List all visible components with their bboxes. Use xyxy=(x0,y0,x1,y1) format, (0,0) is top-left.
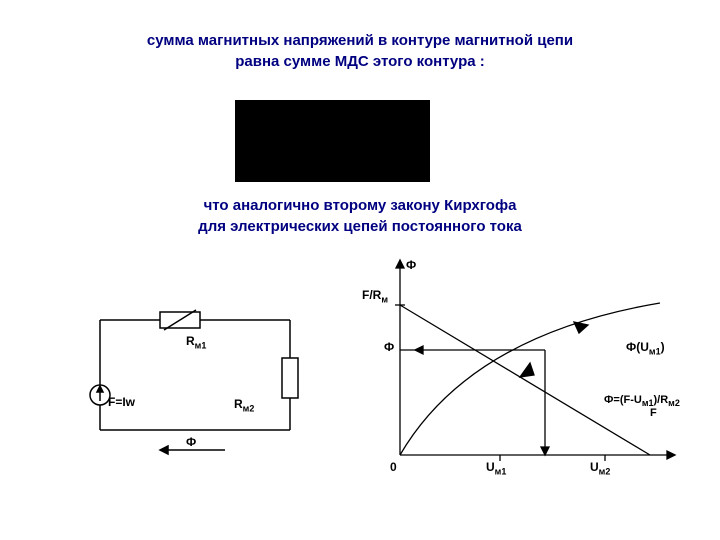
chart-phi-curve: Ф(Uм1) xyxy=(626,340,665,356)
analogy-line-1: что аналогично второму закону Кирхгофа xyxy=(0,195,720,216)
analogy-block: что аналогично второму закону Кирхгофа д… xyxy=(0,195,720,237)
chart-formula: Ф=(F-Uм1)/Rм2 xyxy=(604,394,680,408)
equation-blackbox xyxy=(235,100,430,182)
chart-diagram xyxy=(350,255,700,505)
chart-um1: Uм1 xyxy=(486,460,506,476)
title-line-1: сумма магнитных напряжений в контуре маг… xyxy=(0,30,720,51)
analogy-line-2: для электрических цепей постоянного тока xyxy=(0,216,720,237)
chart-origin: 0 xyxy=(390,460,397,474)
title-block: сумма магнитных напряжений в контуре маг… xyxy=(0,30,720,72)
chart-y-top: Ф xyxy=(406,258,416,272)
chart-um2: Uм2 xyxy=(590,460,610,476)
circuit-rm1-label: Rм1 xyxy=(186,334,206,350)
title-line-2: равна сумме МДС этого контура : xyxy=(0,51,720,72)
chart-formula-f: F xyxy=(650,407,657,419)
circuit-flux-label: Ф xyxy=(186,435,196,449)
circuit-source-label: F=Iw xyxy=(108,395,135,409)
circuit-rm2-label: Rм2 xyxy=(234,397,254,413)
chart-phi-mark: Ф xyxy=(384,340,394,354)
chart-fr-label: F/Rм xyxy=(362,288,388,304)
